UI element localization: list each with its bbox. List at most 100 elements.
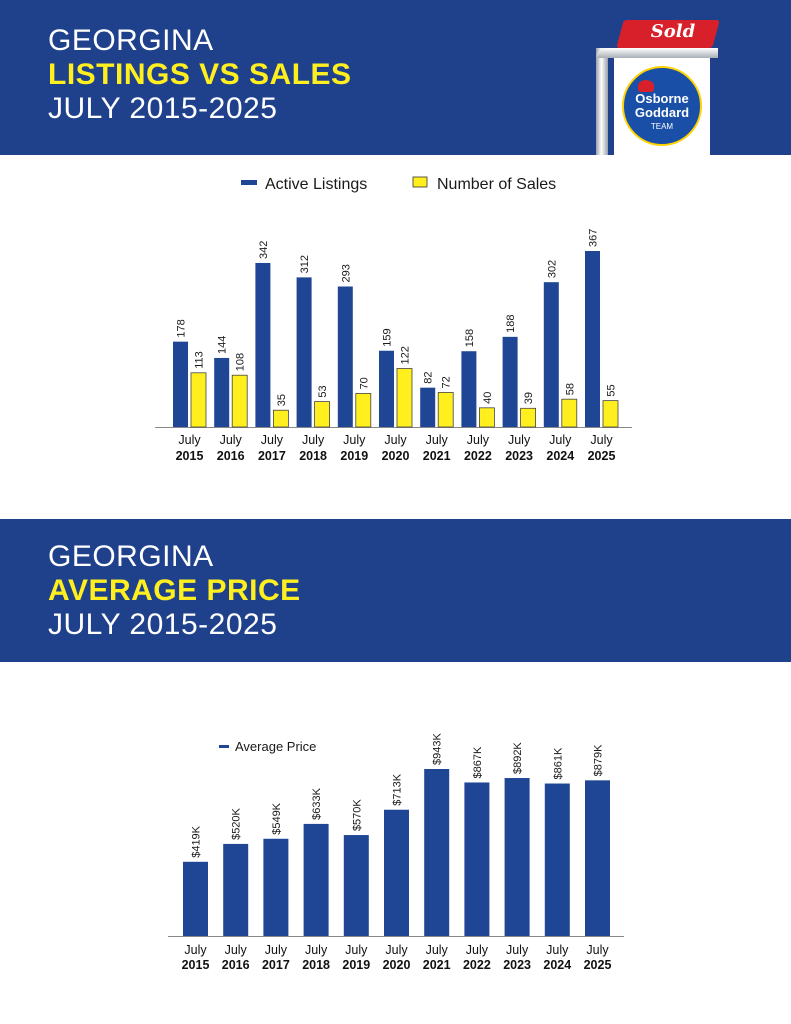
bar-active-listings	[379, 350, 394, 427]
data-label-average-price: $892K	[512, 742, 524, 774]
bar-average-price	[183, 861, 208, 936]
data-label-active-listings: 302	[546, 260, 558, 278]
bar-average-price	[464, 782, 490, 936]
x-tick-label-month: July	[506, 943, 529, 957]
data-label-active-listings: 159	[382, 328, 394, 346]
data-label-sales: 39	[523, 392, 535, 404]
x-tick-label-month: July	[184, 943, 207, 957]
x-tick-label-year: 2015	[176, 449, 204, 463]
data-label-sales: 72	[441, 376, 453, 388]
x-tick-label-year: 2017	[258, 449, 286, 463]
x-tick-label-year: 2024	[546, 449, 574, 463]
data-label-average-price: $861K	[552, 747, 564, 779]
data-label-average-price: $879K	[593, 744, 605, 776]
x-tick-label-month: July	[345, 943, 368, 957]
legend-swatch-active-listings	[241, 180, 257, 185]
data-label-sales: 70	[358, 377, 370, 389]
legend-swatch-sales	[412, 176, 428, 188]
x-tick-label-month: July	[466, 943, 489, 957]
data-label-active-listings: 158	[464, 329, 476, 347]
bar-active-listings	[543, 282, 559, 427]
bar-active-listings	[585, 251, 600, 427]
x-tick-label-month: July	[426, 943, 449, 957]
data-label-active-listings: 312	[299, 255, 311, 273]
x-tick-label-year: 2021	[423, 449, 451, 463]
x-tick-label-month: July	[549, 433, 572, 447]
data-label-active-listings: 293	[340, 264, 352, 282]
sold-sign-logo: Sold Osborne Goddard TEAM	[590, 18, 720, 155]
data-label-sales: 58	[564, 383, 576, 395]
x-tick-label-year: 2016	[217, 449, 245, 463]
bar-active-listings	[337, 286, 353, 427]
data-label-average-price: $549K	[271, 802, 283, 834]
data-label-sales: 113	[194, 351, 206, 369]
x-tick-label-year: 2019	[340, 449, 368, 463]
bar-sales	[478, 407, 495, 428]
x-tick-label-month: July	[546, 943, 569, 957]
data-label-active-listings: 144	[217, 336, 229, 354]
bar-sales	[272, 409, 289, 428]
x-tick-label-year: 2024	[543, 958, 571, 972]
x-tick-label-year: 2025	[588, 449, 616, 463]
bar-sales	[231, 374, 248, 428]
data-label-average-price: $633K	[311, 787, 323, 819]
bar-active-listings	[173, 341, 188, 427]
bar-average-price	[384, 809, 409, 936]
x-tick-label-month: July	[220, 433, 243, 447]
bar-active-listings	[461, 351, 477, 427]
x-tick-label-month: July	[225, 943, 248, 957]
bar-active-listings	[296, 277, 312, 427]
average-price-chart: Average Price$419KJuly2015$520KJuly2016$…	[168, 733, 624, 972]
x-tick-label-year: 2017	[262, 958, 290, 972]
data-label-average-price: $867K	[472, 746, 484, 778]
data-label-average-price: $713K	[392, 773, 404, 805]
bar-active-listings	[420, 387, 436, 427]
x-tick-label-month: July	[384, 433, 407, 447]
balloon-icon	[638, 80, 654, 92]
bar-sales	[355, 393, 372, 428]
x-tick-label-month: July	[385, 943, 408, 957]
header-period-2: JULY 2015-2025	[48, 608, 278, 641]
x-tick-label-year: 2023	[505, 449, 533, 463]
bar-sales	[314, 401, 331, 428]
data-label-sales: 108	[235, 353, 247, 371]
team-logo-circle: Osborne Goddard TEAM	[622, 66, 702, 146]
x-tick-label-month: July	[343, 433, 366, 447]
x-tick-label-month: July	[302, 433, 325, 447]
x-tick-label-year: 2020	[383, 958, 411, 972]
data-label-active-listings: 178	[176, 319, 188, 337]
bar-active-listings	[255, 262, 271, 427]
bar-average-price	[504, 778, 530, 936]
data-label-sales: 55	[606, 384, 618, 396]
legend-label-average-price: Average Price	[235, 739, 316, 754]
bar-active-listings	[214, 357, 230, 427]
data-label-active-listings: 82	[423, 371, 435, 383]
x-tick-label-month: July	[261, 433, 284, 447]
data-label-average-price: $419K	[191, 825, 203, 857]
x-tick-label-year: 2016	[222, 958, 250, 972]
bar-sales	[602, 400, 619, 428]
x-tick-label-month: July	[265, 943, 288, 957]
sign-arm	[596, 48, 718, 58]
team-name-line2: Goddard	[634, 105, 690, 120]
x-tick-label-year: 2018	[299, 449, 327, 463]
data-label-active-listings: 188	[505, 314, 517, 332]
data-label-active-listings: 342	[258, 241, 270, 259]
x-tick-label-month: July	[467, 433, 490, 447]
team-name-line1: Osborne	[635, 91, 689, 106]
header-title-2: AVERAGE PRICE	[48, 574, 301, 607]
bar-sales	[520, 407, 536, 428]
listings-vs-sales-chart: Active Listings Number of Sales 178 113 July…	[155, 176, 632, 463]
bar-average-price	[223, 843, 249, 936]
x-tick-label-year: 2020	[382, 449, 410, 463]
legend-swatch-average-price	[219, 745, 229, 748]
data-label-sales: 53	[317, 385, 329, 397]
sold-text: Sold	[650, 21, 696, 42]
bar-average-price	[424, 769, 450, 936]
data-label-average-price: $520K	[231, 807, 243, 839]
x-tick-label-year: 2022	[464, 449, 492, 463]
data-label-average-price: $570K	[351, 799, 363, 831]
data-label-active-listings: 367	[588, 229, 600, 247]
x-tick-label-year: 2019	[342, 958, 370, 972]
bar-sales	[190, 372, 207, 428]
